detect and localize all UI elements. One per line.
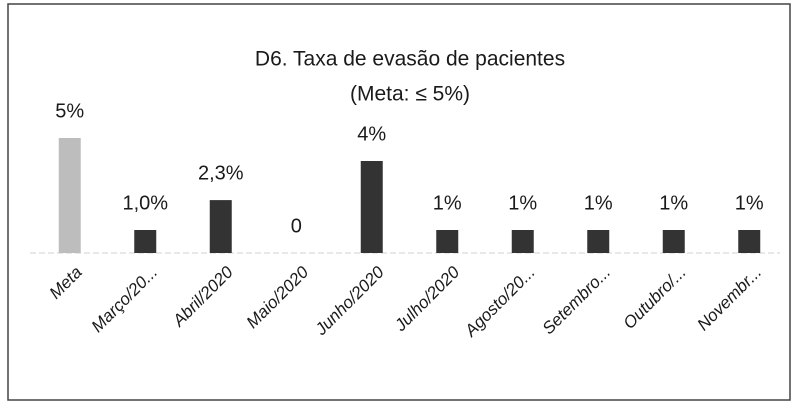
x-tick-label: Setembro... (539, 263, 615, 339)
x-tick-label: Março/20... (88, 263, 162, 337)
x-tick-label: Abril/2020 (168, 262, 237, 331)
bar (511, 230, 534, 253)
data-label: 1% (735, 192, 764, 214)
chart-title: D6. Taxa de evasão de pacientes (255, 48, 565, 71)
data-label: 1,0% (122, 192, 168, 214)
data-label: 1% (659, 192, 688, 214)
data-label: 1% (508, 192, 537, 214)
chart-frame (7, 3, 791, 401)
bar (134, 230, 157, 253)
x-tick-label: Agosto/20... (460, 263, 538, 341)
chart-subtitle: (Meta: ≤ 5%) (350, 83, 470, 106)
x-tick-label: Maio/2020 (243, 262, 313, 332)
x-tick-label: Junho/2020 (311, 262, 388, 339)
x-tick-label: Julho/2020 (390, 262, 463, 335)
bar (209, 200, 232, 253)
bar (360, 161, 383, 253)
bar (738, 230, 761, 253)
data-label: 1% (584, 192, 613, 214)
x-tick-label: Meta (46, 263, 86, 303)
data-label: 1% (433, 192, 462, 214)
bar (662, 230, 685, 253)
data-label: 4% (357, 123, 386, 145)
data-label: 5% (55, 100, 84, 122)
bar (587, 230, 610, 253)
x-tick-label: Outubro/... (620, 263, 690, 333)
data-label: 2,3% (198, 162, 244, 184)
bar (58, 138, 81, 253)
data-label: 0 (291, 215, 302, 237)
bar (436, 230, 459, 253)
x-tick-label: Novembr... (693, 263, 765, 335)
